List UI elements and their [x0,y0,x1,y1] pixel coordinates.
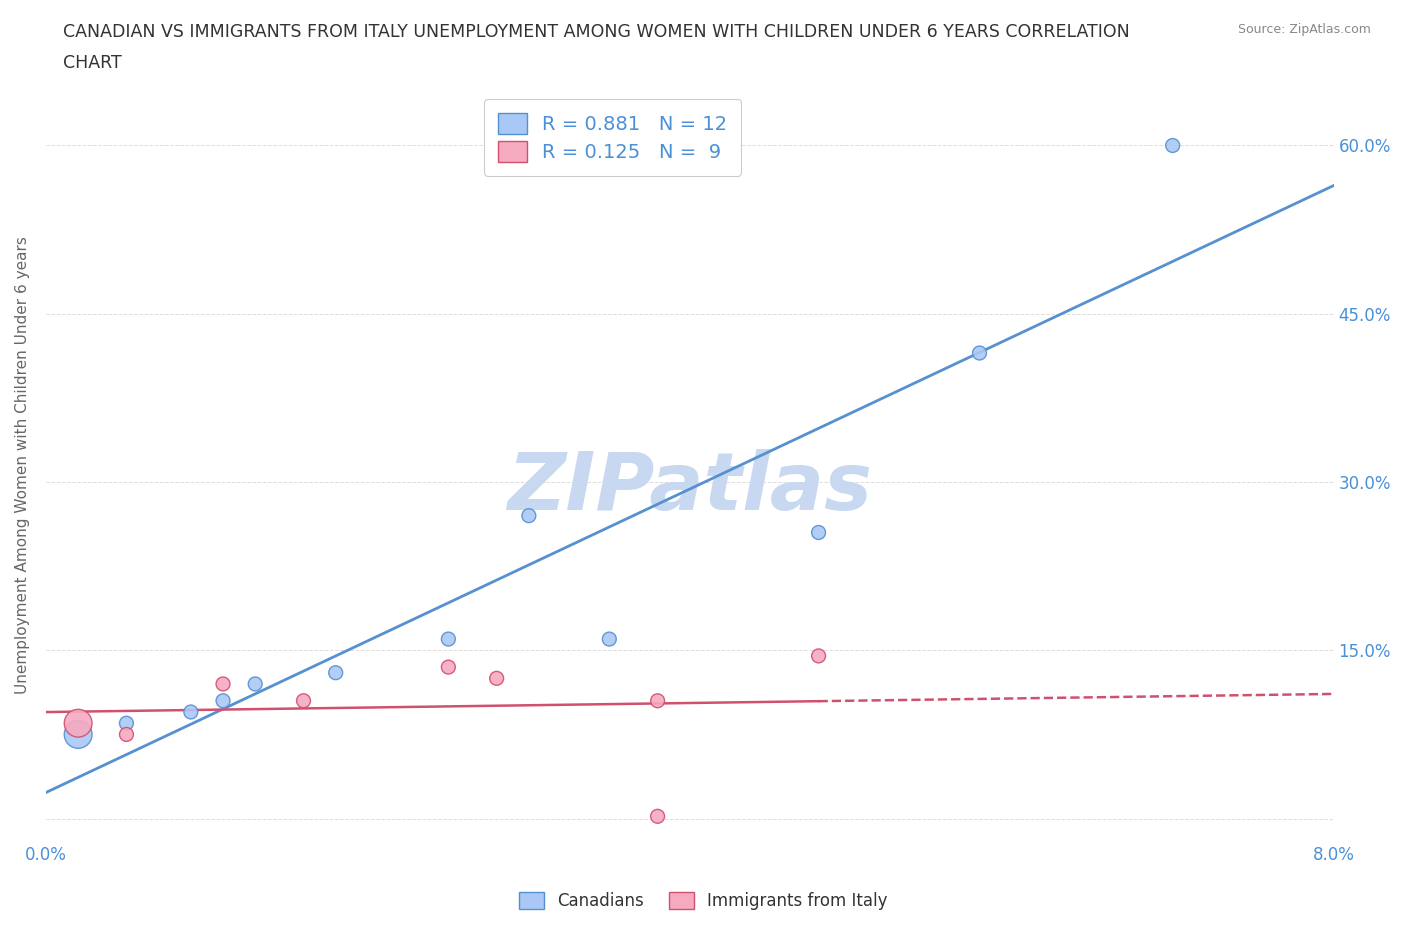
Point [212,694,235,709]
Point [807,648,830,663]
Text: CANADIAN VS IMMIGRANTS FROM ITALY UNEMPLOYMENT AMONG WOMEN WITH CHILDREN UNDER 6: CANADIAN VS IMMIGRANTS FROM ITALY UNEMPL… [63,23,1130,41]
Point [180,705,202,720]
Point [647,809,669,824]
Point [647,694,669,709]
Point [485,671,508,685]
Point [67,727,90,742]
Text: CHART: CHART [63,54,122,72]
Text: ZIPatlas: ZIPatlas [508,449,872,526]
Y-axis label: Unemployment Among Women with Children Under 6 years: Unemployment Among Women with Children U… [15,236,30,694]
Point [115,727,138,742]
Legend: R = 0.881   N = 12, R = 0.125   N =  9: R = 0.881 N = 12, R = 0.125 N = 9 [484,100,741,176]
Point [437,659,460,674]
Text: Source: ZipAtlas.com: Source: ZipAtlas.com [1237,23,1371,36]
Point [437,631,460,646]
Point [245,676,267,691]
Point [115,716,138,731]
Legend: Canadians, Immigrants from Italy: Canadians, Immigrants from Italy [512,885,894,917]
Point [969,346,991,361]
Point [807,525,830,540]
Point [67,716,90,731]
Point [1161,138,1184,153]
Point [212,676,235,691]
Point [325,665,347,680]
Point [598,631,620,646]
Point [517,508,540,523]
Point [292,694,315,709]
